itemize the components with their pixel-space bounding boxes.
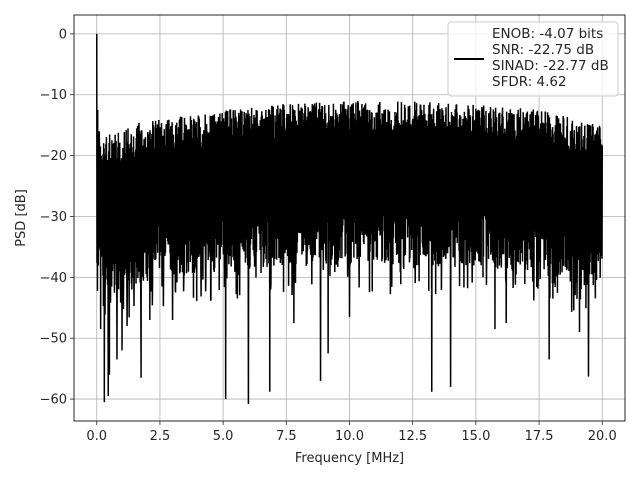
x-tick-label: 0.0 [86,429,107,444]
y-tick-label: −50 [40,332,67,347]
legend-entry-snr: SNR: -22.75 dB [492,42,594,58]
y-axis-label: PSD [dB] [14,189,29,247]
legend-entry-sinad: SINAD: -22.77 dB [492,58,609,74]
x-tick-label: 10.0 [335,429,364,444]
y-tick-label: −40 [40,271,67,286]
y-tick-label: −30 [40,210,67,225]
psd-series-line [96,33,603,404]
y-tick-label: −10 [40,88,67,103]
x-tick-label: 7.5 [276,429,297,444]
legend-frame [447,21,619,97]
x-tick-label: 12.5 [398,429,427,444]
x-tick-label: 5.0 [213,429,234,444]
ticks: 0.0 2.5 5.0 7.5 10.0 12.5 15.0 17.5 20.0 0 −10 −20 −… [40,27,617,444]
x-tick-label: 17.5 [525,429,554,444]
legend: ENOB: -4.07 bits SNR: -22.75 dB SINAD: -… [447,21,619,97]
y-tick-label: −60 [40,393,67,408]
x-tick-label: 15.0 [461,429,490,444]
x-axis-label: Frequency [MHz] [295,451,404,466]
legend-entry-enob: ENOB: -4.07 bits [492,26,603,42]
x-tick-label: 20.0 [588,429,617,444]
x-tick-label: 2.5 [150,429,171,444]
y-tick-label: 0 [59,27,67,42]
series-layer [96,33,603,404]
y-tick-label: −20 [40,149,67,164]
legend-entry-sfdr: SFDR: 4.62 [492,74,567,90]
